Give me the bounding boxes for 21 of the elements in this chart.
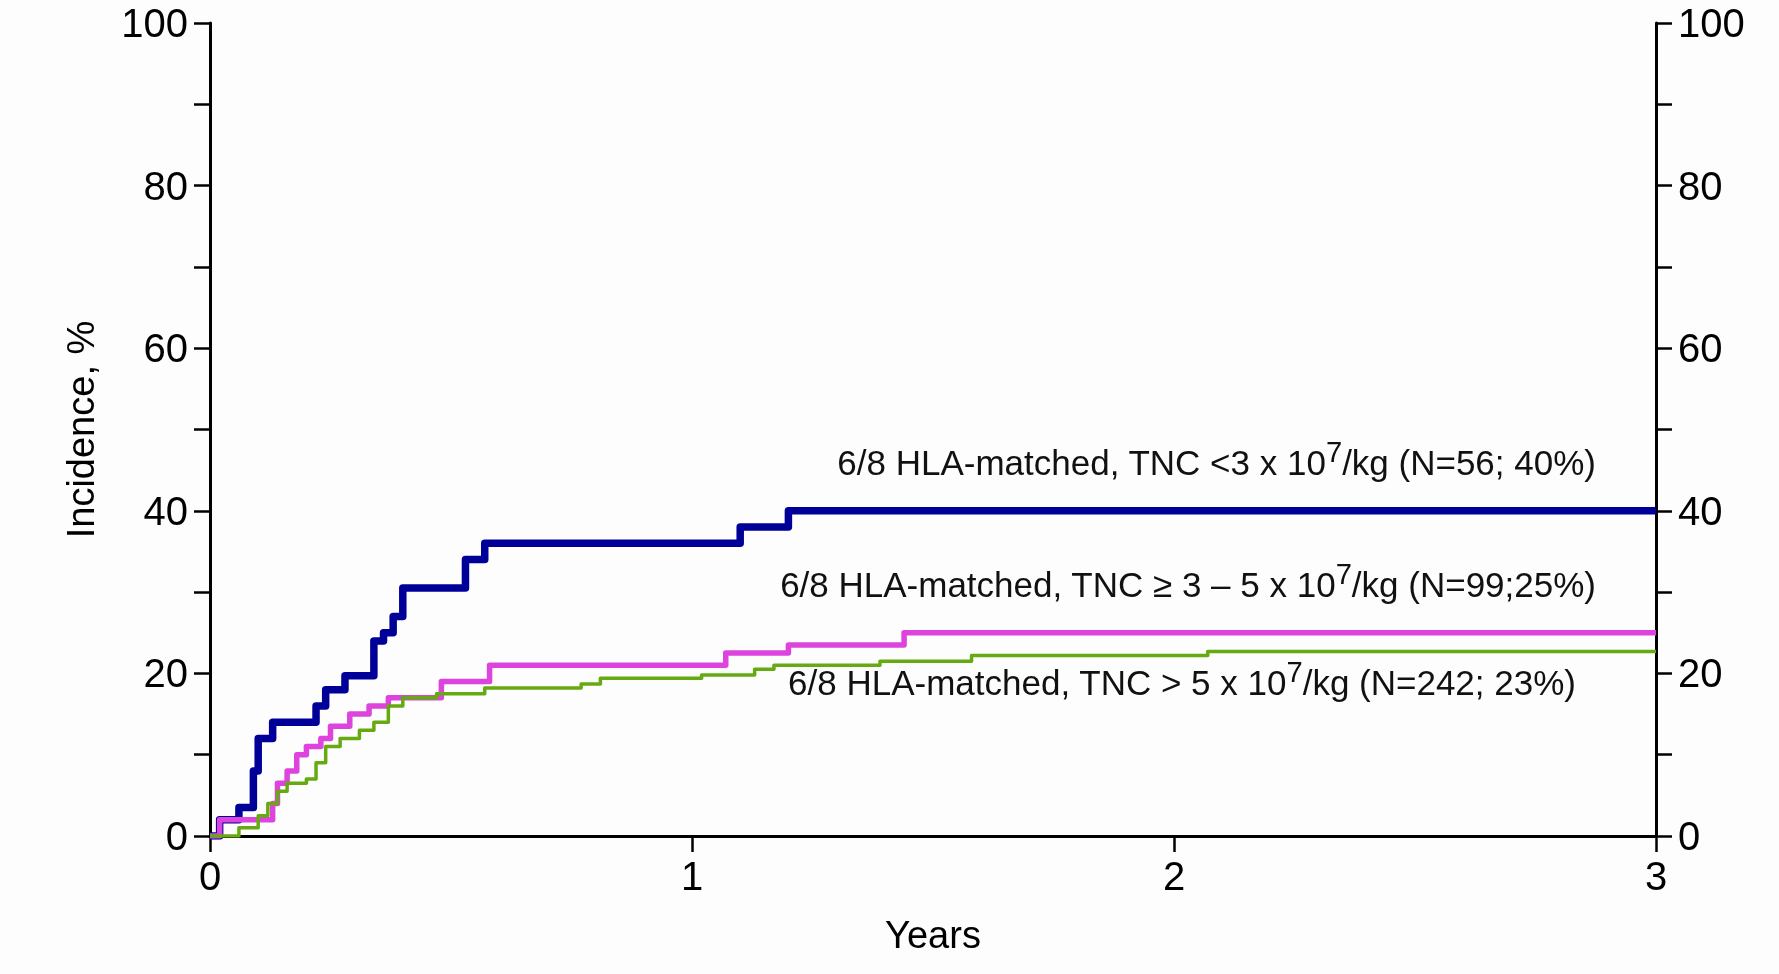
x-tick-label: 1 [680,854,704,898]
x-tick-label: 3 [1644,854,1668,898]
x-axis-title: Years [885,914,981,956]
y-tick-label: 100 [121,1,188,45]
x-tick-label: 2 [1162,854,1186,898]
y2-tick-label: 40 [1678,488,1723,533]
y-tick-label: 80 [143,163,188,208]
y-tick-label: 20 [143,651,188,696]
y2-tick-label: 60 [1678,326,1723,371]
y2-tick-label: 20 [1678,651,1723,696]
y-tick-label: 40 [143,488,188,533]
x-tick-label: 0 [198,854,222,898]
y-tick-label: 60 [143,326,188,371]
series-label: 6/8 HLA-matched, TNC > 5 x 10$^{7}$/kg (N=242; 23%) [788,655,1576,704]
y-tick-label: 0 [165,814,188,858]
series-label: 6/8 HLA-matched, TNC <3 x 10$^{7}$/kg (N=56; 40%) [837,435,1596,483]
series-label: 6/8 HLA-matched, TNC ≥ 3 – 5 x 10$^{7}$/kg (N=99;25%) [780,557,1596,605]
y2-tick-label: 80 [1678,163,1723,208]
y2-tick-label: 100 [1678,1,1745,45]
y-axis-title: Incidence, % [60,320,102,539]
y2-tick-label: 0 [1678,814,1701,858]
